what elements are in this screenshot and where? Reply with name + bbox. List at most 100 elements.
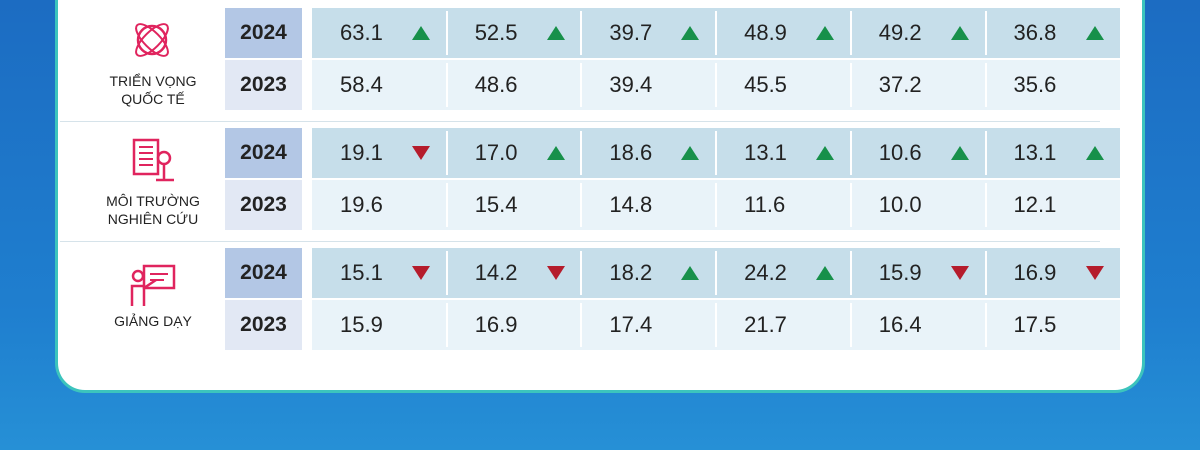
label-line: TRIỂN VỌNG	[109, 73, 197, 89]
column-separator	[715, 63, 718, 107]
trend-up	[1085, 26, 1104, 40]
column-separator	[445, 63, 448, 107]
trend-down	[950, 266, 969, 280]
year-cell: 2024	[225, 8, 302, 58]
column-separator	[715, 183, 718, 227]
trend-up	[546, 146, 565, 160]
column-separator	[849, 131, 852, 175]
column-separator	[445, 131, 448, 175]
value: 18.6	[609, 140, 653, 165]
value: 36.8	[1013, 20, 1057, 45]
value: 37.2	[878, 72, 922, 97]
column-separator	[445, 303, 448, 347]
trend-up	[816, 26, 835, 40]
column-separator	[715, 303, 718, 347]
year-cell: 2024	[225, 128, 302, 178]
divider	[60, 121, 1100, 122]
trend-up	[412, 26, 430, 40]
trend-up	[681, 26, 700, 40]
column-separator	[849, 63, 852, 107]
value: 13.1	[1013, 140, 1057, 165]
value: 48.9	[744, 20, 787, 45]
column-separator	[715, 11, 718, 55]
value: 15.9	[878, 260, 922, 285]
column-separator	[849, 11, 852, 55]
column-separator	[849, 251, 852, 295]
column-separator	[580, 183, 583, 227]
year-cell: 2023	[225, 60, 302, 110]
value: 16.4	[878, 312, 922, 337]
trend-up	[681, 146, 700, 160]
column-separator	[849, 183, 852, 227]
value: 14.8	[609, 192, 653, 217]
trend-up	[950, 146, 969, 160]
value: 10.0	[878, 192, 922, 217]
trend-up	[546, 26, 565, 40]
column-separator	[580, 63, 583, 107]
label-line: MÔI TRƯỜNG	[106, 193, 200, 209]
column-separator	[984, 11, 987, 55]
value: 48.6	[474, 72, 518, 97]
divider	[60, 241, 1100, 242]
value: 19.1	[340, 140, 383, 165]
value: 21.7	[744, 312, 787, 337]
label-line: GIẢNG DẠY	[114, 313, 192, 329]
column-separator	[445, 11, 448, 55]
value: 39.4	[609, 72, 653, 97]
label-line: QUỐC TẾ	[121, 91, 185, 107]
column-separator	[715, 251, 718, 295]
value: 15.1	[340, 260, 383, 285]
label-line: NGHIÊN CỨU	[107, 211, 199, 227]
column-separator	[715, 131, 718, 175]
value: 52.5	[474, 20, 518, 45]
column-separator	[849, 303, 852, 347]
column-separator	[984, 303, 987, 347]
value: 39.7	[609, 20, 653, 45]
column-separator	[984, 183, 987, 227]
trend-down	[546, 266, 565, 280]
column-separator	[580, 303, 583, 347]
value: 58.4	[340, 72, 383, 97]
trend-down	[412, 266, 430, 280]
value: 19.6	[340, 192, 383, 217]
value: 12.1	[1013, 192, 1057, 217]
column-separator	[445, 251, 448, 295]
value: 63.1	[340, 20, 383, 45]
group-icon	[135, 23, 169, 57]
value: 15.9	[340, 312, 383, 337]
group-label: MÔI TRƯỜNG NGHIÊN CỨU	[83, 192, 223, 228]
value: 16.9	[474, 312, 518, 337]
column-separator	[984, 251, 987, 295]
column-separator	[445, 183, 448, 227]
value: 17.5	[1013, 312, 1057, 337]
trend-up	[681, 266, 700, 280]
group-icon	[132, 138, 174, 182]
value: 35.6	[1013, 72, 1057, 97]
value: 16.9	[1013, 260, 1057, 285]
trend-down	[1085, 266, 1104, 280]
trend-up	[1085, 146, 1104, 160]
value: 17.0	[474, 140, 518, 165]
value: 11.6	[744, 192, 786, 217]
year-cell: 2024	[225, 248, 302, 298]
trend-up	[816, 146, 835, 160]
value: 15.4	[474, 192, 518, 217]
column-separator	[984, 131, 987, 175]
value: 10.6	[878, 140, 922, 165]
trend-down	[412, 146, 430, 160]
year-cell: 2023	[225, 180, 302, 230]
column-separator	[580, 11, 583, 55]
group-icon	[130, 264, 176, 306]
group-label: TRIỂN VỌNG QUỐC TẾ	[83, 72, 223, 108]
value: 49.2	[878, 20, 922, 45]
value: 18.2	[609, 260, 653, 285]
year-cell: 2023	[225, 300, 302, 350]
value: 14.2	[474, 260, 518, 285]
trend-up	[950, 26, 969, 40]
column-separator	[580, 131, 583, 175]
value: 13.1	[744, 140, 787, 165]
column-separator	[580, 251, 583, 295]
group-label: GIẢNG DẠY	[83, 312, 223, 330]
value: 17.4	[609, 312, 653, 337]
